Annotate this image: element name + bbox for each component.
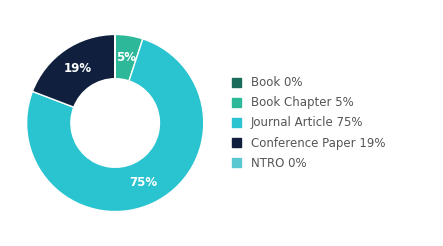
Text: 75%: 75% (130, 176, 158, 189)
Wedge shape (27, 39, 204, 212)
Wedge shape (32, 34, 115, 107)
Wedge shape (115, 34, 143, 81)
Legend: Book 0%, Book Chapter 5%, Journal Article 75%, Conference Paper 19%, NTRO 0%: Book 0%, Book Chapter 5%, Journal Articl… (232, 76, 385, 170)
Text: 5%: 5% (116, 51, 136, 64)
Text: 19%: 19% (63, 62, 92, 75)
